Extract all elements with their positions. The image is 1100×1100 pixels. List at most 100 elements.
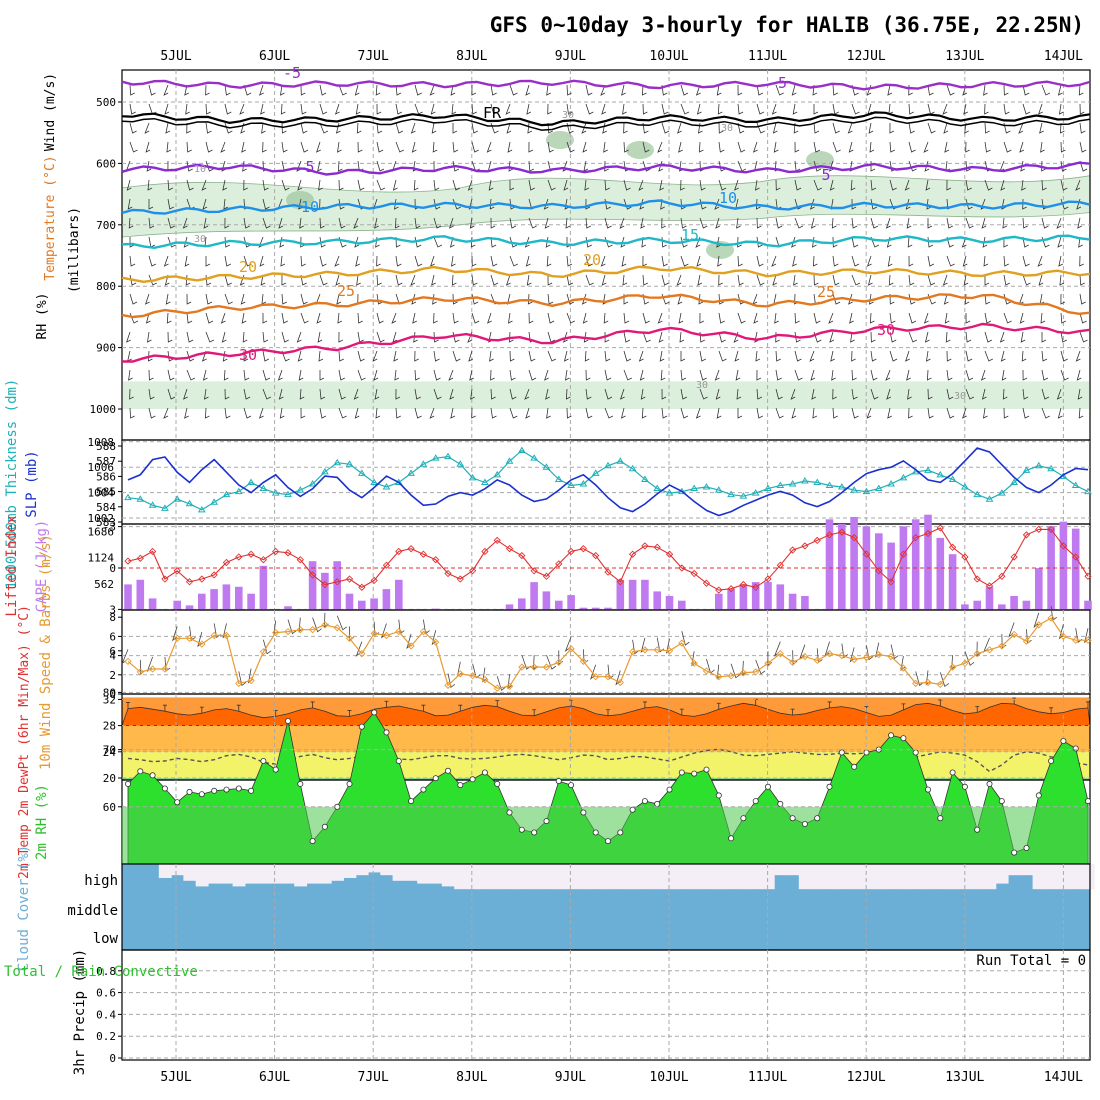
cloud-gap [638, 864, 652, 890]
wind-barb [528, 179, 535, 191]
wind-barb [965, 160, 971, 172]
wind-speed-point [850, 655, 858, 664]
wind-barb [870, 198, 878, 210]
cape-bar [727, 589, 735, 610]
rh2m-point [260, 758, 267, 765]
wind-barb [205, 103, 211, 115]
wind-barb [1022, 388, 1029, 400]
wind-barb [319, 217, 325, 229]
wind-barb [680, 388, 688, 400]
wind-barb [1018, 122, 1024, 134]
wind-barb [965, 217, 974, 229]
wind-barb [546, 407, 551, 419]
lifted-index-point [321, 580, 329, 589]
lifted-index-point [985, 582, 994, 590]
wind-barb [961, 236, 967, 248]
lifted-index-point [284, 549, 292, 557]
wind-speed-point [259, 648, 268, 656]
wind-barb [543, 198, 549, 210]
cloud-gap [515, 864, 529, 890]
thickness-point [247, 478, 255, 485]
cloud-gap [971, 864, 984, 890]
precip-tick-label: 0 [109, 1052, 116, 1065]
wind-barb [395, 255, 402, 267]
date-label: 9JUL [555, 1070, 586, 1085]
rh2m-point [1060, 738, 1067, 745]
wind-barb [547, 331, 556, 343]
wind-barb [1060, 312, 1066, 324]
lifted-index-point [924, 529, 932, 538]
rh2m-point [666, 786, 673, 793]
wind-barb [338, 369, 345, 381]
cape-bar [222, 584, 231, 610]
contour-label: 30 [562, 110, 574, 121]
wind-barb [183, 388, 188, 400]
rh2m-point [420, 786, 427, 793]
wind-barb [829, 331, 835, 343]
wind-barb [205, 122, 212, 134]
wind-barb [452, 312, 459, 324]
thickness-point [345, 460, 354, 467]
contour-label: 5 [821, 166, 830, 184]
wind-barb [718, 331, 726, 343]
lifted-index-point [272, 547, 280, 556]
wind-speed-point [678, 639, 686, 647]
wind-barb [927, 103, 935, 115]
wind-barb [642, 331, 651, 343]
wind-barb [658, 331, 664, 343]
wind-barb [791, 84, 797, 96]
wind-barb [185, 103, 190, 115]
wind-barb [640, 217, 646, 229]
wind-barb [775, 179, 781, 191]
panel-frame [121, 439, 1091, 525]
wind-barb [470, 388, 475, 400]
wind-barb [984, 103, 989, 115]
wind-barb [699, 217, 708, 229]
wind-barb [925, 350, 931, 362]
wind-speed-point [235, 679, 243, 688]
lifted-index-line [127, 527, 1089, 591]
lifted-index-point [567, 547, 575, 556]
wind-barb [604, 388, 613, 400]
wind-speed-point [912, 679, 920, 688]
wind-barb [870, 331, 876, 343]
wind-barb [1022, 407, 1030, 419]
lifted-index-point [247, 550, 255, 558]
wind-barb [433, 236, 443, 248]
wind-barb [471, 255, 477, 267]
wind-barb [661, 217, 666, 229]
cape-bar [395, 579, 403, 610]
wind-barb [716, 84, 722, 96]
cape-bar [210, 589, 218, 610]
wind-barb [887, 407, 892, 419]
wind-speed-point [456, 670, 464, 678]
wind-barb [547, 350, 557, 362]
wind-barb [318, 350, 324, 362]
wind-barb [452, 331, 460, 343]
wind-barb [809, 350, 815, 362]
contour-label: FR [483, 104, 502, 122]
wind-barb [965, 331, 972, 343]
wind-barb [486, 141, 492, 153]
cape-bar [198, 593, 206, 610]
wind-barb [312, 617, 322, 633]
wind-barb [299, 217, 304, 229]
cloud-gap [552, 864, 566, 890]
wind-barb [449, 236, 455, 248]
wind-barb [981, 217, 987, 229]
cape-bar [764, 582, 772, 610]
rh-dark-blob [626, 141, 654, 159]
wind-speed-point [653, 646, 661, 654]
rh2m-point [715, 792, 722, 799]
wind-barb [582, 312, 588, 324]
wind-barb [205, 293, 213, 305]
wind-barb [205, 331, 214, 343]
cape-bar [148, 598, 157, 610]
cloud-gap [921, 864, 935, 890]
cloud-gap [343, 864, 357, 878]
contour-label: 10 [194, 164, 206, 175]
wind-barb [357, 312, 363, 324]
wind-barb [1060, 179, 1068, 191]
wind-barb [601, 103, 607, 115]
lifted-index-point [579, 545, 588, 553]
